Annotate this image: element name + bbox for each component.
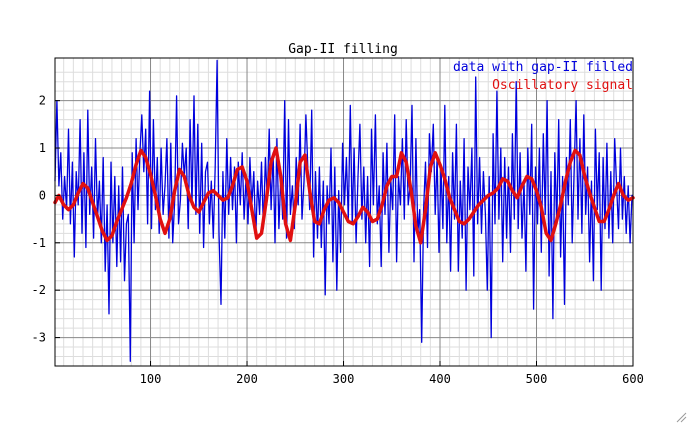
y-tick-label: 0: [39, 188, 46, 202]
y-tick-label: -3: [32, 331, 46, 345]
x-tick-label: 500: [526, 372, 548, 386]
legend-entry-oscillatory: Oscillatory signal: [492, 78, 633, 93]
legend-entry-data: data with gap-II filled: [453, 60, 633, 75]
y-tick-label: 1: [39, 141, 46, 155]
series-line-data: [54, 59, 633, 362]
x-tick-label: 400: [429, 372, 451, 386]
y-tick-label: 2: [39, 94, 46, 108]
x-tick-label: 200: [236, 372, 258, 386]
x-tick-label: 100: [140, 372, 162, 386]
tick-marks: [55, 100, 634, 366]
series-line-oscillatory: [53, 146, 635, 245]
resize-grip-icon[interactable]: [675, 411, 687, 423]
y-tick-label: -1: [32, 236, 46, 250]
chart-title: Gap-II filling: [288, 42, 398, 57]
x-tick-label: 600: [622, 372, 644, 386]
tick-labels: 100 200 300 400 500 600 -3 -2 -1 0 1 2: [32, 94, 644, 386]
y-tick-label: -2: [32, 283, 46, 297]
x-tick-label: 300: [333, 372, 355, 386]
series-layer: [53, 59, 635, 362]
